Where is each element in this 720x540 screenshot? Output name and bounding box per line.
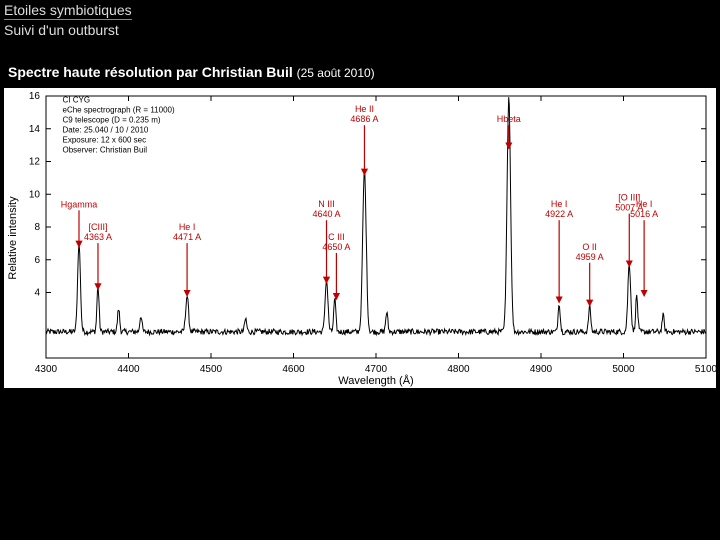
svg-text:4471 A: 4471 A	[173, 232, 201, 242]
svg-text:4400: 4400	[117, 364, 140, 375]
svg-text:5100: 5100	[695, 364, 716, 375]
svg-text:Hbeta: Hbeta	[497, 114, 521, 124]
svg-text:4922 A: 4922 A	[545, 209, 573, 219]
svg-text:4900: 4900	[530, 364, 553, 375]
svg-text:Exposure: 12 x 600 sec: Exposure: 12 x 600 sec	[63, 136, 147, 145]
svg-text:C9 telescope (D = 0.235 m): C9 telescope (D = 0.235 m)	[63, 116, 161, 125]
header-line1: Etoiles symbiotiques	[4, 2, 132, 20]
svg-text:16: 16	[29, 91, 41, 102]
svg-text:C III: C III	[328, 232, 345, 242]
svg-text:5000: 5000	[612, 364, 635, 375]
svg-text:10: 10	[29, 189, 41, 200]
svg-text:Hgamma: Hgamma	[61, 199, 98, 209]
svg-text:4363 A: 4363 A	[84, 232, 112, 242]
svg-text:Date: 25.040 / 10 / 2010: Date: 25.040 / 10 / 2010	[63, 126, 149, 135]
spectrum-chart: 4 6 8 10 12 14 16 4300 4400 4500 4600 4700 4800 4900 5…	[4, 88, 716, 388]
svg-text:12: 12	[29, 157, 41, 168]
svg-text:4500: 4500	[200, 364, 223, 375]
svg-text:He I: He I	[551, 199, 568, 209]
svg-text:4650 A: 4650 A	[322, 242, 350, 252]
svg-text:4700: 4700	[365, 364, 388, 375]
svg-text:4: 4	[34, 288, 40, 299]
subtitle-main: Spectre haute résolution par Christian B…	[8, 64, 297, 80]
slide-header: Etoiles symbiotiques Suivi d'un outburst	[0, 0, 720, 40]
svg-text:4600: 4600	[282, 364, 305, 375]
chart-title: Spectre haute résolution par Christian B…	[8, 64, 720, 80]
chart-svg: 4 6 8 10 12 14 16 4300 4400 4500 4600 4700 4800 4900 5…	[4, 88, 716, 388]
svg-text:N III: N III	[318, 199, 335, 209]
svg-text:6: 6	[34, 255, 40, 266]
svg-text:Wavelength (Å): Wavelength (Å)	[338, 374, 413, 387]
svg-text:O II: O II	[582, 242, 597, 252]
svg-text:8: 8	[34, 222, 40, 233]
svg-text:4686 A: 4686 A	[350, 114, 378, 124]
subtitle-date: (25 août 2010)	[297, 66, 375, 80]
svg-text:14: 14	[29, 124, 41, 135]
svg-text:4800: 4800	[447, 364, 470, 375]
svg-text:4300: 4300	[35, 364, 58, 375]
svg-text:Relative intensity: Relative intensity	[7, 196, 19, 280]
svg-text:4640 A: 4640 A	[312, 209, 340, 219]
svg-text:eChe spectrograph (R = 11000): eChe spectrograph (R = 11000)	[63, 106, 175, 115]
svg-text:He I: He I	[179, 222, 196, 232]
svg-text:[CIII]: [CIII]	[88, 222, 107, 232]
svg-text:5016 A: 5016 A	[630, 209, 658, 219]
svg-text:He II: He II	[355, 104, 374, 114]
svg-text:He I: He I	[636, 199, 653, 209]
header-line2: Suivi d'un outburst	[4, 22, 716, 38]
svg-text:CI CYG: CI CYG	[63, 96, 91, 105]
svg-text:4959 A: 4959 A	[576, 252, 604, 262]
svg-text:Observer: Christian Buil: Observer: Christian Buil	[63, 146, 148, 155]
